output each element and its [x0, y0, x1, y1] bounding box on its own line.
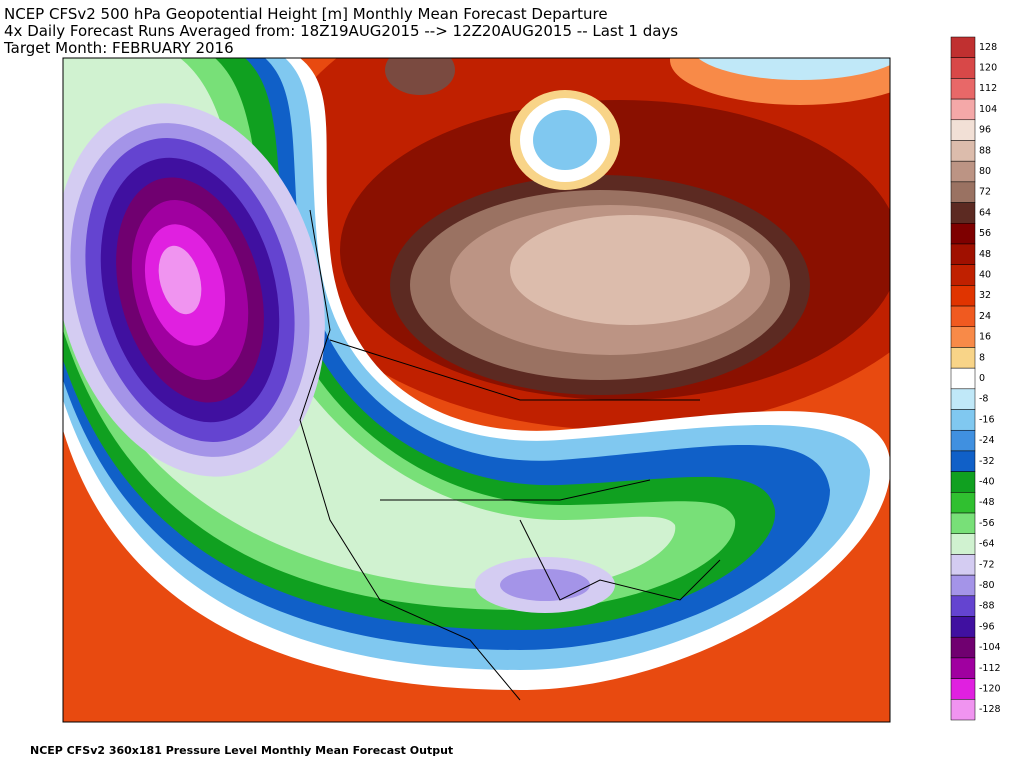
colorbar-label: 104 — [979, 104, 997, 115]
colorbar-label: 56 — [979, 228, 991, 239]
title-line: NCEP CFSv2 500 hPa Geopotential Height [… — [4, 5, 608, 23]
map-frame — [62, 57, 891, 723]
colorbar-box — [950, 616, 976, 638]
colorbar-label: -112 — [979, 663, 1001, 674]
colorbar-box — [950, 636, 976, 659]
colorbar-label: -48 — [979, 497, 995, 508]
colorbar-box — [950, 574, 976, 597]
colorbar-label: 64 — [979, 207, 991, 218]
colorbar-box — [950, 285, 976, 307]
colorbar-label: 112 — [979, 83, 997, 94]
colorbar-label: 8 — [979, 352, 985, 363]
colorbar-label: -80 — [979, 580, 995, 591]
colorbar-label: -96 — [979, 621, 995, 632]
colorbar-box — [950, 471, 976, 493]
colorbar-label: -120 — [979, 683, 1001, 694]
colorbar-box — [950, 699, 976, 721]
colorbar-label: 128 — [979, 42, 997, 53]
colorbar-label: 80 — [979, 166, 991, 177]
colorbar-label: -24 — [979, 435, 995, 446]
colorbar-label: 72 — [979, 187, 991, 198]
colorbar-label: 96 — [979, 125, 991, 136]
colorbar-box — [950, 160, 976, 183]
colorbar-label: 16 — [979, 332, 991, 343]
title-line: 4x Daily Forecast Runs Averaged from: 18… — [4, 22, 678, 40]
colorbar-label: 88 — [979, 145, 991, 156]
colorbar-label: -40 — [979, 476, 995, 487]
colorbar-label: 120 — [979, 63, 997, 74]
colorbar-box — [950, 140, 976, 162]
colorbar-label: 24 — [979, 311, 991, 322]
colorbar-box — [950, 429, 976, 452]
colorbar-box — [950, 347, 976, 369]
colorbar-box — [950, 492, 976, 514]
colorbar-label: -56 — [979, 518, 995, 529]
colorbar-box — [950, 223, 976, 245]
colorbar-box — [950, 678, 976, 700]
colorbar-box — [950, 57, 976, 79]
colorbar-label: 40 — [979, 270, 991, 281]
colorbar-box — [950, 264, 976, 286]
colorbar-box — [950, 78, 976, 100]
colorbar-label: -32 — [979, 456, 995, 467]
colorbar-label: -104 — [979, 642, 1001, 653]
colorbar-label: -8 — [979, 394, 988, 405]
map-field — [63, 58, 890, 722]
colorbar-label: -64 — [979, 539, 995, 550]
colorbar-box — [950, 533, 976, 555]
colorbar-label: -88 — [979, 601, 995, 612]
colorbar-label: -16 — [979, 414, 995, 425]
colorbar-box — [950, 119, 976, 141]
colorbar-box — [950, 595, 976, 617]
colorbar-box — [950, 36, 976, 58]
colorbar-box — [950, 243, 976, 265]
colorbar-box — [950, 554, 976, 576]
colorbar-label: 0 — [979, 373, 985, 384]
colorbar-box — [950, 181, 976, 203]
colorbar-box — [950, 305, 976, 328]
colorbar-box — [950, 657, 976, 679]
colorbar-label: 32 — [979, 290, 991, 301]
colorbar-label: -72 — [979, 559, 995, 570]
colorbar-box — [950, 450, 976, 472]
footer: NCEP CFSv2 360x181 Pressure Level Monthl… — [30, 744, 453, 757]
colorbar-box — [950, 388, 976, 410]
colorbar-label: 48 — [979, 249, 991, 260]
colorbar-box — [950, 326, 976, 348]
colorbar-box — [950, 409, 976, 431]
title-line: Target Month: FEBRUARY 2016 — [3, 39, 234, 57]
colorbar: 128120112104968880726456484032241680-8-1… — [950, 36, 1001, 721]
colorbar-box — [950, 512, 976, 534]
colorbar-box — [950, 202, 976, 224]
colorbar-label: -128 — [979, 704, 1001, 715]
colorbar-box — [950, 98, 976, 121]
colorbar-box — [950, 367, 976, 390]
